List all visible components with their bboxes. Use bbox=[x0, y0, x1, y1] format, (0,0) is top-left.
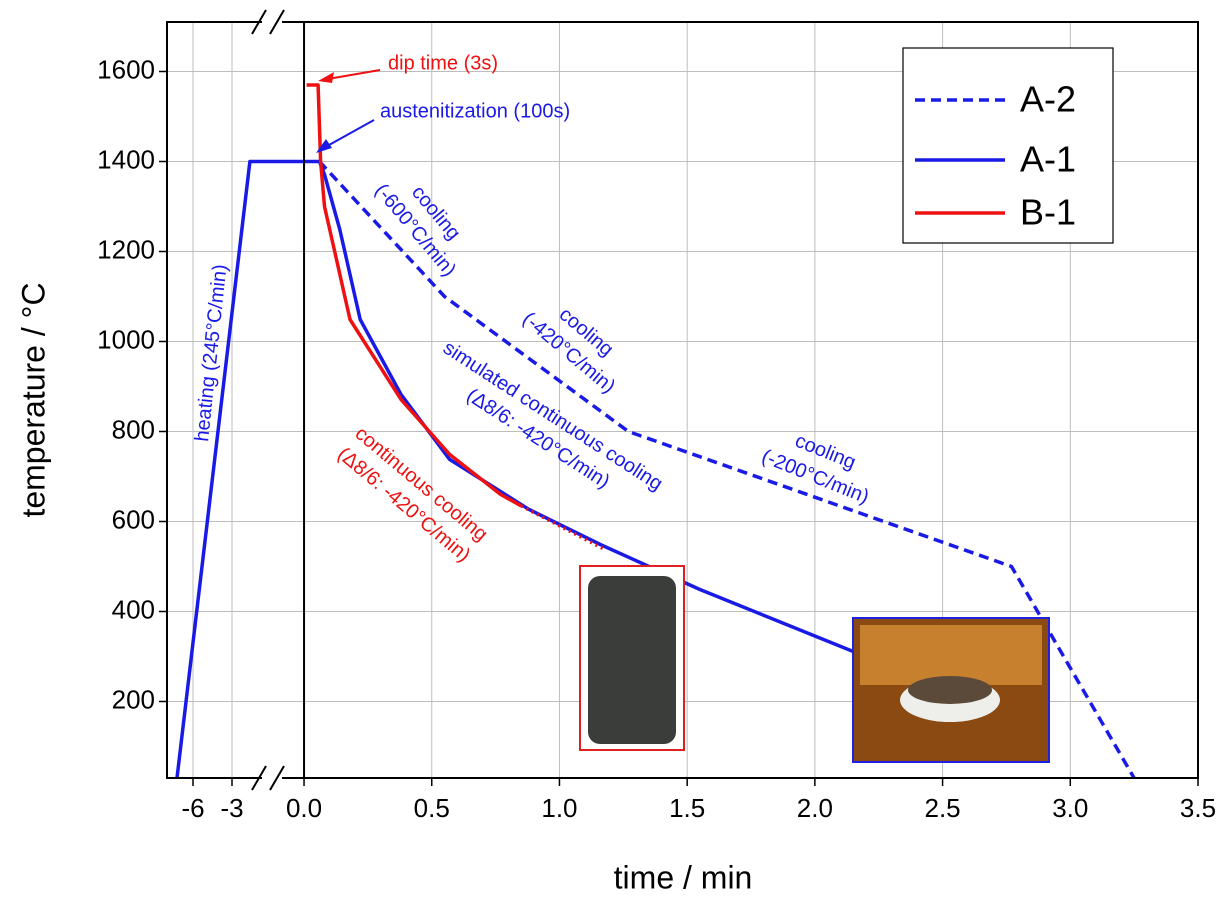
x-tick-label: 0.0 bbox=[286, 793, 322, 823]
annotation-arrowhead bbox=[316, 139, 332, 153]
plot-frame bbox=[166, 21, 1199, 779]
x-tick-label: 1.0 bbox=[541, 793, 577, 823]
legend bbox=[902, 47, 1114, 244]
x-tick-label: 3.5 bbox=[1180, 793, 1216, 823]
x-tick-label: 2.0 bbox=[797, 793, 833, 823]
axes: 200 400 600 800 1000 1200 1400 1600 -6 -3 0.0 0.5 1.… bbox=[97, 9, 1216, 823]
x-tick-label: 0.5 bbox=[414, 793, 450, 823]
y-tick-label: 1200 bbox=[97, 234, 155, 264]
inset-photo bbox=[588, 576, 676, 744]
series-line bbox=[318, 160, 1136, 779]
y-tick-label: 200 bbox=[112, 684, 155, 714]
annotation-text: austenitization (100s) bbox=[380, 100, 570, 122]
y-tick-label: 400 bbox=[112, 594, 155, 624]
legend-label: A-1 bbox=[1020, 139, 1076, 180]
x-tick-label: -3 bbox=[220, 793, 243, 823]
inset-sample bbox=[579, 565, 685, 751]
x-axis-label: time / min bbox=[614, 859, 753, 895]
annotation: dip time (3s) bbox=[388, 52, 498, 74]
inset-photo bbox=[860, 625, 1042, 685]
legend-entries: A-2 A-1 B-1 bbox=[915, 79, 1076, 233]
inset-setup bbox=[852, 617, 1050, 763]
y-tick-label: 1400 bbox=[97, 144, 155, 174]
x-tick-label: 3.0 bbox=[1052, 793, 1088, 823]
plot-lines bbox=[175, 83, 1136, 779]
legend-label: A-2 bbox=[1020, 79, 1076, 120]
legend-label: B-1 bbox=[1020, 192, 1076, 233]
axis-break bbox=[251, 765, 267, 791]
annotation-arrowhead bbox=[318, 72, 334, 83]
annotation-text: dip time (3s) bbox=[388, 52, 498, 74]
axis-break-gap bbox=[262, 775, 282, 781]
axis-break-gap bbox=[262, 19, 282, 25]
x-tick-label: 1.5 bbox=[669, 793, 705, 823]
legend-box bbox=[902, 47, 1114, 244]
axis-break bbox=[251, 9, 267, 35]
y-tick-label: 600 bbox=[112, 504, 155, 534]
y-tick-label: 800 bbox=[112, 414, 155, 444]
inset-photo bbox=[908, 676, 992, 704]
axis-break bbox=[269, 765, 285, 791]
axis-break bbox=[269, 9, 285, 35]
series-line bbox=[306, 83, 522, 508]
y-axis-label: temperature / °C bbox=[15, 282, 51, 517]
y-tick-label: 1600 bbox=[97, 54, 155, 84]
x-tick-label: -6 bbox=[181, 793, 204, 823]
annotation: austenitization (100s) bbox=[380, 100, 570, 122]
y-tick-label: 1000 bbox=[97, 324, 155, 354]
x-tick-label: 2.5 bbox=[925, 793, 961, 823]
